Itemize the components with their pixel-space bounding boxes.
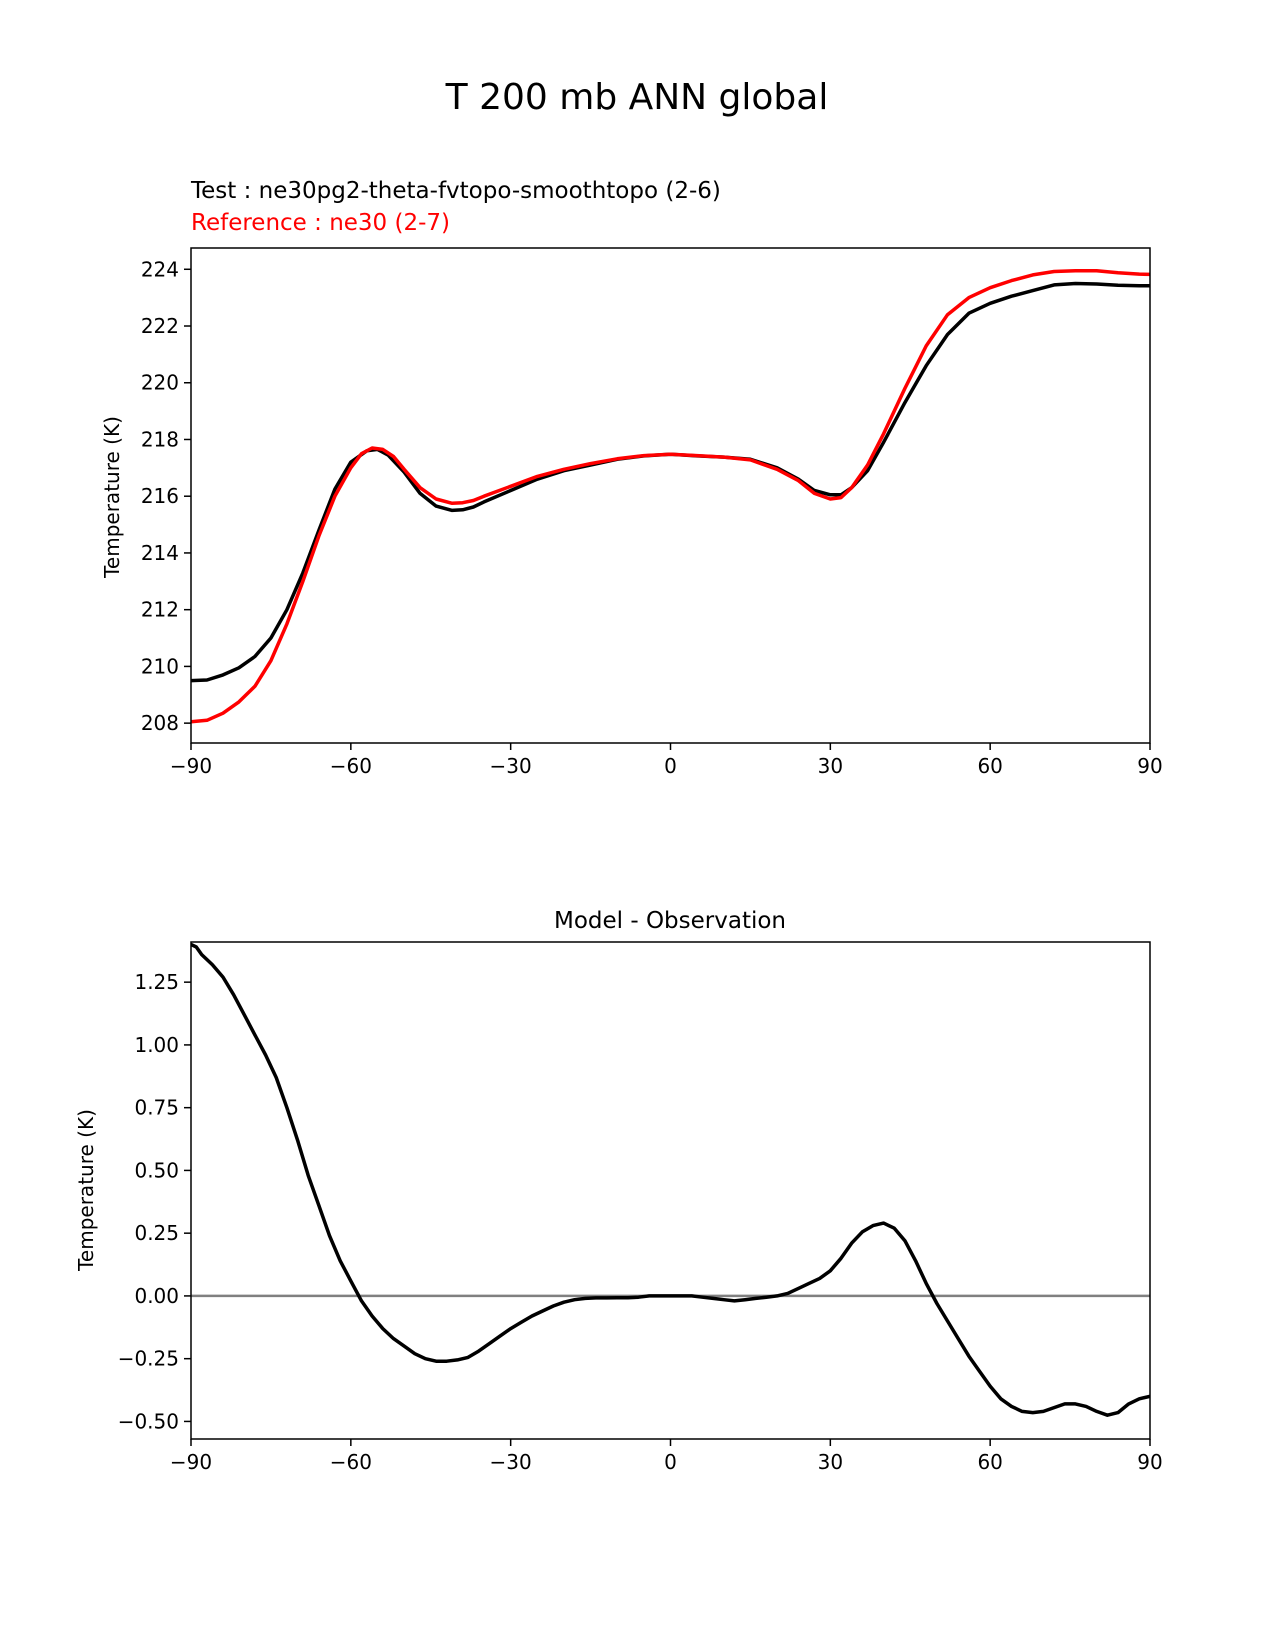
x-tick-label: 0: [664, 1450, 677, 1474]
bottom-panel-title: Model - Observation: [554, 908, 786, 934]
x-tick-label: −90: [170, 1450, 212, 1474]
y-tick-label: 212: [141, 598, 179, 622]
series-line-difference: [191, 942, 1150, 1417]
y-tick-label: 214: [141, 541, 179, 565]
figure-title: T 200 mb ANN global: [445, 77, 829, 118]
y-tick-label: −0.50: [118, 1409, 179, 1433]
y-tick-label: 222: [141, 314, 179, 338]
reference-label: Reference : ne30 (2-7): [191, 210, 450, 236]
y-tick-label: 0.50: [134, 1158, 179, 1182]
x-tick-label: 90: [1137, 1450, 1162, 1474]
y-tick-label: 220: [141, 371, 179, 395]
x-tick-label: 30: [818, 1450, 843, 1474]
test-label: Test : ne30pg2-theta-fvtopo-smoothtopo (…: [190, 178, 721, 204]
top-panel: −90 −60 −30 0 30 60 90 208 210 212 214 216 218 220 222…: [141, 247, 1163, 778]
x-tick-label: −90: [170, 754, 212, 778]
y-tick-label: 1.25: [134, 970, 179, 994]
y-tick-label: 210: [141, 654, 179, 678]
series-line-reference: [191, 268, 1150, 724]
x-tick-label: 90: [1137, 754, 1162, 778]
x-tick-label: 30: [818, 754, 843, 778]
bottom-panel: −90 −60 −30 0 30 60 90 −0.50 −0.25 0.00 0.25 0.50 0.…: [118, 941, 1163, 1474]
x-tick-label: −60: [330, 754, 372, 778]
y-tick-label: 1.00: [134, 1033, 179, 1057]
y-tick-label: 208: [141, 711, 179, 735]
y-tick-label: 0.25: [134, 1221, 179, 1245]
x-tick-label: −30: [490, 1450, 532, 1474]
y-tick-label: 0.00: [134, 1284, 179, 1308]
top-panel-ylabel: Temperature (K): [100, 416, 124, 579]
x-tick-label: 60: [977, 754, 1002, 778]
y-tick-label: 218: [141, 427, 179, 451]
y-tick-label: 0.75: [134, 1096, 179, 1120]
y-tick-label: −0.25: [118, 1347, 179, 1371]
x-tick-label: −60: [330, 1450, 372, 1474]
x-tick-label: −30: [490, 754, 532, 778]
bottom-panel-ylabel: Temperature (K): [74, 1109, 98, 1272]
y-tick-label: 224: [141, 257, 179, 281]
y-tick-label: 216: [141, 484, 179, 508]
x-tick-label: 60: [977, 1450, 1002, 1474]
x-tick-label: 0: [664, 754, 677, 778]
